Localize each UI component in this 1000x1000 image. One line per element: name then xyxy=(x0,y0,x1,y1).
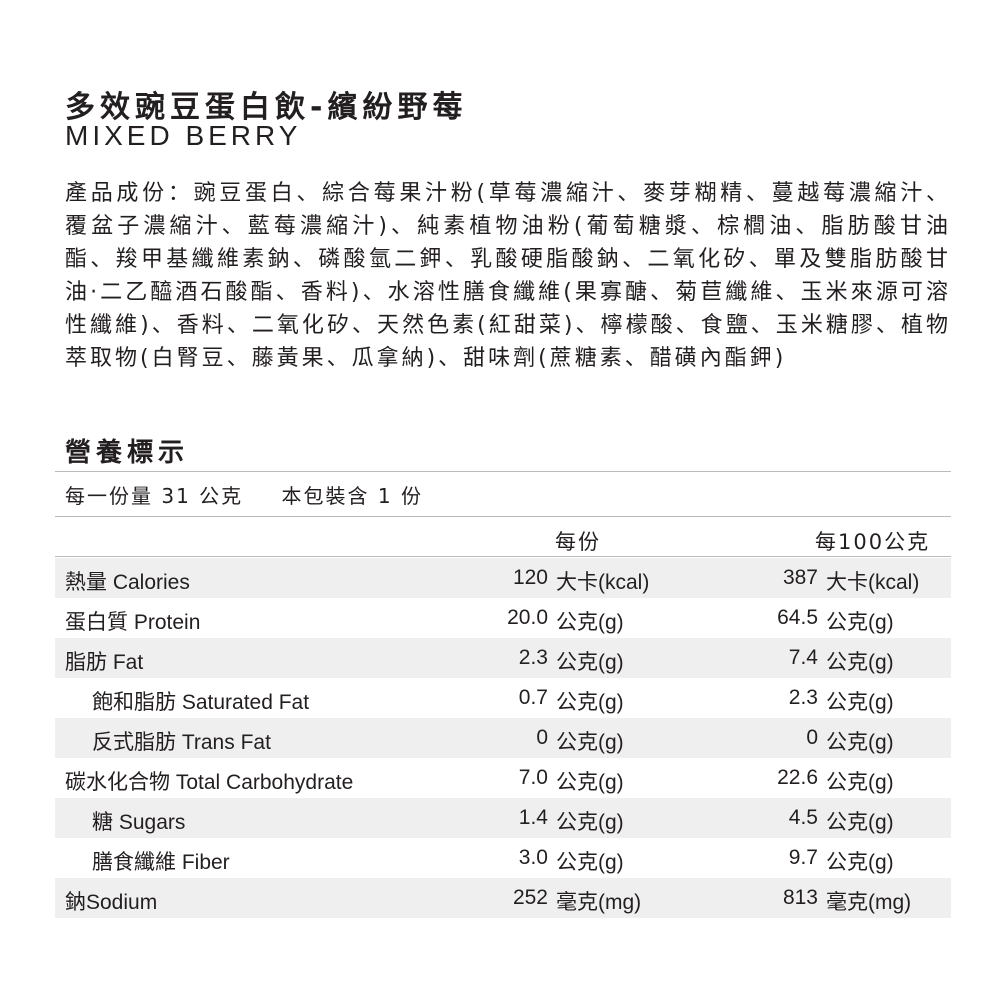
nutrient-label: 鈉Sodium xyxy=(65,891,158,914)
per-100g-unit: 公克(g) xyxy=(826,811,894,834)
product-title: 多效豌豆蛋白飲-繽紛野莓 xyxy=(65,90,468,125)
per-serving-unit: 公克(g) xyxy=(556,731,624,754)
per-100g-unit: 大卡(kcal) xyxy=(826,571,920,594)
per-serving-unit: 大卡(kcal) xyxy=(556,571,650,594)
servings-per-package: 本包裝含 1 份 xyxy=(281,484,423,508)
serving-info: 每一份量 31 公克 本包裝含 1 份 xyxy=(65,480,951,509)
per-serving-unit: 公克(g) xyxy=(556,691,624,714)
per-100g-value: 64.5 xyxy=(777,606,818,629)
per-100g-value: 7.4 xyxy=(788,646,818,669)
per-serving-value: 7.0 xyxy=(518,766,548,789)
table-row: 膳食纖維 Fiber 3.0 公克(g) 9.7 公克(g) xyxy=(55,838,951,878)
per-100g-unit: 公克(g) xyxy=(826,771,894,794)
col-per-serving: 每份 xyxy=(555,530,601,554)
per-100g-value: 22.6 xyxy=(777,766,818,789)
divider xyxy=(55,556,951,557)
table-row: 熱量 Calories 120 大卡(kcal) 387 大卡(kcal) xyxy=(55,558,951,598)
per-100g-value: 2.3 xyxy=(788,686,818,709)
per-serving-unit: 公克(g) xyxy=(556,611,624,634)
per-serving-value: 0 xyxy=(536,726,548,749)
table-row: 蛋白質 Protein 20.0 公克(g) 64.5 公克(g) xyxy=(55,598,951,638)
per-100g-unit: 公克(g) xyxy=(826,691,894,714)
per-serving-value: 252 xyxy=(512,886,548,909)
per-serving-value: 3.0 xyxy=(518,846,548,869)
product-subtitle: MIXED BERRY xyxy=(65,120,302,151)
table-row: 糖 Sugars 1.4 公克(g) 4.5 公克(g) xyxy=(55,798,951,838)
nutrient-label: 糖 Sugars xyxy=(92,811,186,834)
nutrient-label: 熱量 Calories xyxy=(65,571,190,594)
per-serving-value: 2.3 xyxy=(518,646,548,669)
nutrient-label: 膳食纖維 Fiber xyxy=(92,851,230,874)
per-100g-unit: 公克(g) xyxy=(826,731,894,754)
per-100g-value: 0 xyxy=(806,726,818,749)
per-serving-unit: 公克(g) xyxy=(556,811,624,834)
per-serving-value: 20.0 xyxy=(507,606,548,629)
per-serving-value: 120 xyxy=(512,566,548,589)
per-serving-unit: 公克(g) xyxy=(556,651,624,674)
nutrient-label: 蛋白質 Protein xyxy=(65,611,201,634)
table-row: 鈉Sodium 252 毫克(mg) 813 毫克(mg) xyxy=(55,878,951,918)
per-serving-unit: 毫克(mg) xyxy=(556,891,642,914)
nutrient-label: 脂肪 Fat xyxy=(65,651,144,674)
per-serving-value: 0.7 xyxy=(518,686,548,709)
per-100g-unit: 公克(g) xyxy=(826,651,894,674)
table-row: 反式脂肪 Trans Fat 0 公克(g) 0 公克(g) xyxy=(55,718,951,758)
divider xyxy=(55,516,951,517)
per-serving-unit: 公克(g) xyxy=(556,771,624,794)
serving-size: 每一份量 31 公克 xyxy=(65,484,244,508)
ingredients-text: 產品成份：豌豆蛋白、綜合莓果汁粉(草莓濃縮汁、麥芽糊精、蔓越莓濃縮汁、覆盆子濃縮… xyxy=(65,181,951,371)
nutrition-heading: 營養標示 xyxy=(65,438,190,468)
per-100g-value: 9.7 xyxy=(788,846,818,869)
divider xyxy=(55,471,951,472)
per-100g-unit: 公克(g) xyxy=(826,851,894,874)
per-serving-value: 1.4 xyxy=(518,806,548,829)
per-100g-value: 813 xyxy=(782,886,818,909)
nutrient-label: 反式脂肪 Trans Fat xyxy=(92,731,271,754)
nutrient-label: 飽和脂肪 Saturated Fat xyxy=(92,691,310,714)
per-100g-value: 387 xyxy=(782,566,818,589)
nutrient-label: 碳水化合物 Total Carbohydrate xyxy=(65,771,354,794)
table-row: 碳水化合物 Total Carbohydrate 7.0 公克(g) 22.6 … xyxy=(55,758,951,798)
per-100g-unit: 毫克(mg) xyxy=(826,891,912,914)
per-100g-unit: 公克(g) xyxy=(826,611,894,634)
per-100g-value: 4.5 xyxy=(788,806,818,829)
col-per-100g: 每100公克 xyxy=(815,530,931,554)
per-serving-unit: 公克(g) xyxy=(556,851,624,874)
table-row: 飽和脂肪 Saturated Fat 0.7 公克(g) 2.3 公克(g) xyxy=(55,678,951,718)
table-row: 脂肪 Fat 2.3 公克(g) 7.4 公克(g) xyxy=(55,638,951,678)
